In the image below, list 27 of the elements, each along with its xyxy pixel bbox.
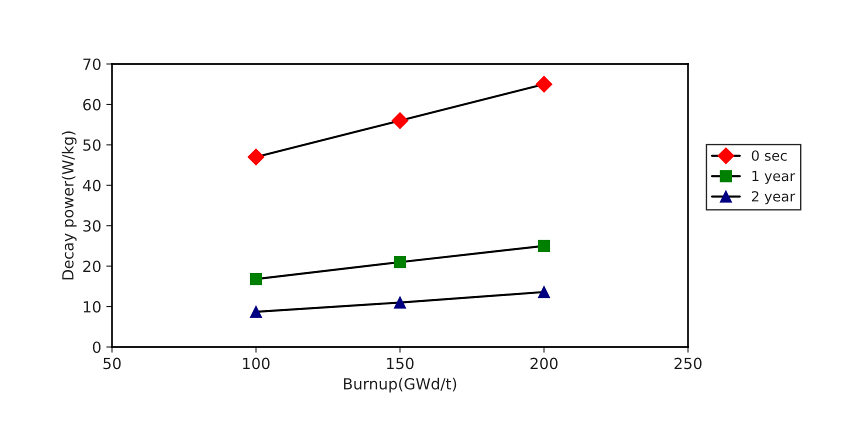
- y-tick-label: 0: [92, 341, 101, 354]
- point: [536, 76, 552, 93]
- x-tick-label: 100: [243, 358, 270, 370]
- y-tick-label: 20: [83, 260, 101, 272]
- legend-label: 1 year: [752, 170, 796, 184]
- y-tick-label: 40: [82, 180, 101, 192]
- point: [250, 306, 262, 318]
- x-tick-label: 250: [674, 358, 702, 370]
- legend-label: 0 sec: [752, 150, 787, 161]
- y-tick-label: 50: [83, 139, 101, 151]
- point: [392, 112, 408, 129]
- y-tick-label: 60: [83, 98, 101, 110]
- point: [538, 240, 550, 252]
- y-axis-title: Decay power(W/kg): [62, 131, 77, 280]
- x-tick-label: 200: [530, 358, 558, 370]
- y-tick-label: 10: [84, 301, 101, 313]
- point: [394, 256, 406, 268]
- y-tick-label: 30: [83, 220, 101, 232]
- point: [248, 148, 264, 166]
- x-axis-title: Burnup(GWd/t): [344, 378, 456, 393]
- point: [538, 286, 550, 298]
- y-tick-label: 70: [83, 58, 101, 70]
- legend-label: 2 year: [752, 191, 796, 204]
- point: [394, 296, 406, 309]
- x-tick-label: 50: [103, 358, 121, 370]
- point: [250, 273, 262, 286]
- x-tick-label: 150: [387, 358, 414, 370]
